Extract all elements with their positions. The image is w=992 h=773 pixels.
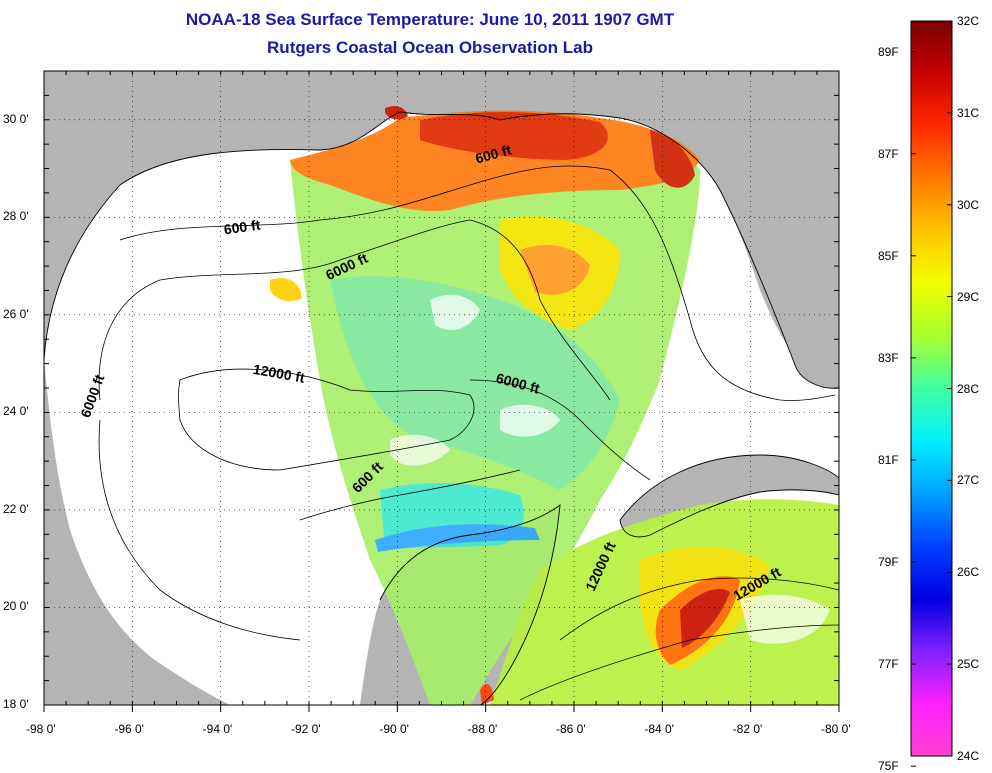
florida-land bbox=[700, 71, 839, 378]
contour-6000ft-outer bbox=[98, 419, 301, 641]
contour-12000ft-caribbean bbox=[559, 577, 839, 641]
colorbar-celsius-label: 28C bbox=[957, 381, 980, 396]
lat-tick-label: 18 0' bbox=[3, 697, 29, 711]
colorbar-celsius-label: 25C bbox=[957, 657, 980, 672]
colorbar-celsius-label: 29C bbox=[957, 289, 980, 304]
lat-tick-label: 26 0' bbox=[3, 306, 29, 321]
colorbar-celsius-label: 24C bbox=[957, 749, 980, 763]
lon-tick-label: -82 0' bbox=[732, 722, 763, 736]
colorbar-fahrenheit-label: 85F bbox=[878, 248, 899, 263]
lon-tick-label: -88 0' bbox=[467, 722, 498, 736]
contour-600ft-north bbox=[119, 165, 836, 401]
lon-tick-label: -96 0' bbox=[114, 722, 144, 736]
lon-tick-label: -80 0' bbox=[821, 722, 851, 736]
chart-subtitle: Rutgers Coastal Ocean Observation Lab bbox=[267, 38, 593, 57]
lon-tick-label: -94 0' bbox=[202, 722, 233, 736]
lat-tick-label: 28 0' bbox=[3, 209, 29, 224]
colorbar-fahrenheit-label: 81F bbox=[878, 452, 899, 467]
lon-tick-label: -90 0' bbox=[379, 722, 409, 736]
axis-ticks bbox=[43, 70, 840, 712]
colorbar bbox=[910, 20, 953, 757]
lon-tick-label: -84 0' bbox=[644, 722, 674, 736]
colorbar-fahrenheit-label: 87F bbox=[878, 146, 899, 161]
lat-tick-label: 30 0' bbox=[3, 111, 29, 126]
colorbar-ticks bbox=[911, 20, 952, 767]
lon-tick-label: -86 0' bbox=[556, 722, 586, 736]
coastline bbox=[44, 111, 839, 705]
colorbar-celsius-label: 26C bbox=[957, 565, 980, 580]
chart-title: NOAA-18 Sea Surface Temperature: June 10… bbox=[185, 10, 675, 29]
lat-tick-label: 24 0' bbox=[3, 404, 29, 419]
colorbar-fahrenheit-label: 77F bbox=[878, 657, 899, 672]
sst-swath bbox=[270, 106, 839, 705]
mexico-land bbox=[44, 360, 230, 705]
colorbar-celsius-label: 32C bbox=[957, 14, 980, 28]
grid-lines bbox=[44, 71, 839, 705]
lat-tick-label: 22 0' bbox=[3, 501, 29, 516]
contour-12000ft bbox=[178, 368, 475, 471]
contour-caribbean-2 bbox=[519, 624, 839, 701]
colorbar-celsius-label: 31C bbox=[957, 105, 980, 120]
colorbar-fahrenheit-label: 83F bbox=[878, 350, 899, 365]
bathymetry-contours bbox=[98, 165, 839, 701]
lat-tick-label: 20 0' bbox=[3, 599, 29, 614]
lon-tick-label: -92 0' bbox=[291, 722, 321, 736]
contour-6000ft-mid bbox=[469, 379, 651, 481]
lon-tick-label: -98 0' bbox=[26, 722, 56, 736]
contour-6000ft-west bbox=[98, 219, 611, 401]
colorbar-fahrenheit-label: 89F bbox=[878, 44, 899, 59]
colorbar-fahrenheit-label: 75F bbox=[878, 759, 899, 773]
colorbar-celsius-label: 27C bbox=[957, 473, 980, 488]
contour-600ft-south bbox=[299, 469, 521, 521]
colorbar-celsius-label: 30C bbox=[957, 197, 980, 212]
colorbar-fahrenheit-label: 79F bbox=[878, 555, 899, 570]
contour-label: 600 ft bbox=[223, 216, 262, 237]
